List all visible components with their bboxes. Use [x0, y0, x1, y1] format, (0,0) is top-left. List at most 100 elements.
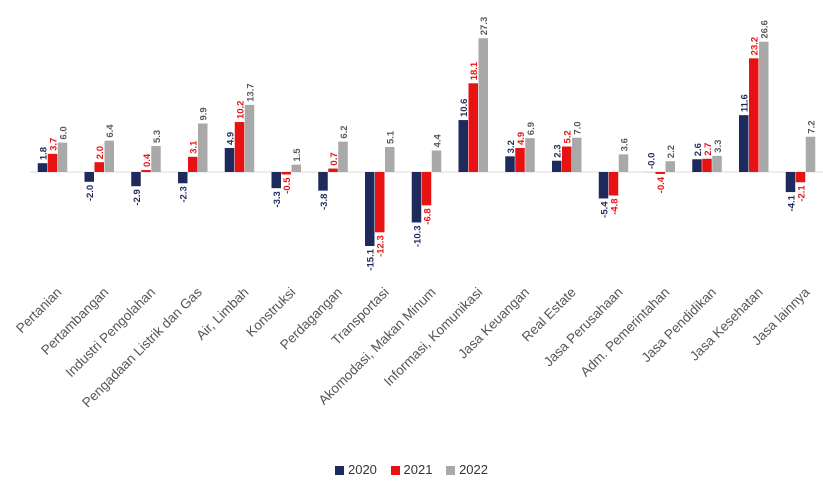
bar-2021-jasa-pendidikan [702, 158, 712, 172]
data-label-2020-adm-pemerintahan: -0.0 [646, 153, 657, 169]
data-label-2022-informasi-komunikasi: 27.3 [479, 17, 490, 36]
bar-2020-transportasi [365, 172, 375, 246]
data-label-2022-jasa-keuangan: 6.9 [526, 122, 537, 135]
category-label-adm-pemerintahan: Adm. Pemerintahan [577, 285, 672, 380]
data-label-2021-jasa-kesehatan: 23.2 [750, 37, 761, 56]
data-label-2020-pengadaan-listrik-dan-gas: -2.3 [179, 186, 190, 202]
data-label-2021-akomodasi-makan-minum: -6.8 [423, 208, 434, 224]
legend-swatch-2021 [390, 466, 400, 475]
bar-2020-pengadaan-listrik-dan-gas [178, 172, 188, 184]
bar-2021-jasa-perusahaan [608, 172, 619, 196]
legend: 2020 2021 2022 [0, 462, 823, 477]
category-label-jasa-perusahaan: Jasa Perusahaan [541, 285, 626, 370]
data-label-2022-jasa-kesehatan: 26.6 [760, 20, 771, 39]
bar-2020-jasa-lainnya [785, 172, 796, 193]
data-label-2022-jasa-perusahaan: 3.6 [620, 138, 631, 151]
bar-2021-pengadaan-listrik-dan-gas [188, 156, 198, 172]
bar-2020-jasa-keuangan [505, 156, 515, 172]
bar-2022-pengadaan-listrik-dan-gas [198, 123, 208, 172]
data-label-2021-pertambangan: 2.0 [95, 146, 106, 159]
data-label-2021-jasa-keuangan: 4.9 [516, 132, 527, 145]
data-label-2020-real-estate: 2.3 [553, 145, 564, 158]
bar-2022-jasa-lainnya [805, 136, 816, 172]
bar-2022-transportasi [385, 147, 395, 172]
bar-2020-konstruksi [271, 172, 281, 189]
legend-label-2020: 2020 [347, 462, 377, 477]
bar-2021-jasa-keuangan [515, 147, 525, 172]
data-label-2022-industri-pengolahan: 5.3 [152, 130, 163, 143]
bar-2020-akomodasi-makan-minum [411, 172, 422, 223]
bar-2021-perdagangan [328, 168, 338, 172]
bar-2022-jasa-kesehatan [759, 41, 769, 172]
bar-2022-jasa-perusahaan [618, 154, 629, 172]
bar-2022-jasa-pendidikan [712, 155, 722, 172]
bar-2022-air-limbah [244, 104, 255, 172]
bar-2022-jasa-keuangan [525, 138, 535, 172]
data-label-2020-industri-pengolahan: -2.9 [132, 189, 143, 205]
data-label-2022-konstruksi: 1.5 [292, 148, 303, 162]
bar-2021-adm-pemerintahan [655, 172, 665, 174]
bar-2021-informasi-komunikasi [468, 83, 478, 172]
legend-swatch-2020 [334, 466, 344, 475]
bar-2020-pertambangan [84, 172, 94, 182]
bar-2021-air-limbah [234, 122, 245, 172]
bar-2020-informasi-komunikasi [458, 120, 468, 172]
bar-2020-air-limbah [224, 147, 235, 172]
data-label-2021-real-estate: 5.2 [563, 130, 574, 143]
data-label-2021-adm-pemerintahan: -0.4 [656, 176, 667, 193]
data-label-2022-pertanian: 6.0 [59, 126, 70, 139]
legend-item-2022: 2022 [446, 462, 488, 477]
data-label-2022-perdagangan: 6.2 [339, 125, 350, 138]
bar-2021-jasa-kesehatan [749, 58, 759, 172]
data-label-2020-transportasi: -15.1 [366, 248, 377, 270]
data-label-2021-industri-pengolahan: 0.4 [142, 153, 153, 167]
data-label-2021-pertanian: 3.7 [49, 138, 60, 151]
legend-label-2021: 2021 [403, 462, 433, 477]
data-label-2020-perdagangan: -3.8 [319, 194, 330, 210]
bar-2021-transportasi [375, 172, 385, 233]
legend-item-2021: 2021 [390, 462, 433, 477]
bar-2022-akomodasi-makan-minum [431, 150, 442, 172]
data-label-2022-transportasi: 5.1 [386, 130, 397, 144]
data-label-2020-informasi-komunikasi: 10.6 [459, 99, 470, 118]
bar-2022-pertanian [57, 142, 68, 172]
data-label-2022-pertambangan: 6.4 [105, 124, 116, 138]
bar-2020-jasa-perusahaan [598, 172, 609, 199]
data-label-2021-transportasi: -12.3 [376, 235, 387, 257]
legend-swatch-2022 [446, 466, 456, 475]
bar-2022-real-estate [572, 137, 582, 172]
bar-2020-jasa-kesehatan [739, 115, 749, 172]
data-label-2022-pengadaan-listrik-dan-gas: 9.9 [199, 107, 210, 120]
data-label-2020-akomodasi-makan-minum: -10.3 [413, 225, 424, 247]
bar-2022-konstruksi [291, 164, 301, 172]
data-label-2020-pertanian: 1.8 [39, 147, 50, 160]
bar-2022-pertambangan [104, 140, 114, 172]
data-label-2020-jasa-kesehatan: 11.6 [740, 94, 751, 112]
bar-2022-adm-pemerintahan [665, 161, 675, 172]
bar-2020-jasa-pendidikan [692, 159, 702, 172]
data-label-2021-pengadaan-listrik-dan-gas: 3.1 [189, 140, 200, 154]
bar-2021-real-estate [562, 146, 572, 172]
category-label-industri-pengolahan: Industri Pengolahan [63, 285, 159, 381]
data-label-2020-jasa-lainnya: -4.1 [787, 194, 798, 211]
bar-2021-jasa-lainnya [795, 172, 806, 183]
data-label-2020-konstruksi: -3.3 [272, 191, 283, 207]
legend-label-2022: 2022 [459, 462, 488, 477]
data-label-2020-jasa-keuangan: 3.2 [506, 140, 517, 153]
data-label-2021-air-limbah: 10.2 [236, 101, 247, 120]
data-label-2021-jasa-pendidikan: 2.7 [703, 143, 714, 156]
data-label-2022-real-estate: 7.0 [573, 121, 584, 134]
data-label-2022-akomodasi-makan-minum: 4.4 [433, 134, 444, 148]
data-label-2020-air-limbah: 4.9 [226, 132, 237, 145]
data-label-2022-jasa-pendidikan: 3.3 [713, 140, 724, 153]
data-label-2021-konstruksi: -0.5 [282, 177, 293, 194]
legend-item-2020: 2020 [334, 462, 377, 477]
bar-2022-informasi-komunikasi [478, 38, 488, 173]
bar-2020-industri-pengolahan [131, 172, 141, 187]
bar-2020-pertanian [37, 163, 48, 172]
data-label-2020-pertambangan: -2.0 [85, 185, 96, 201]
bar-2020-perdagangan [318, 172, 328, 191]
data-label-2022-jasa-lainnya: 7.2 [807, 121, 818, 134]
data-label-2022-air-limbah: 13.7 [246, 83, 257, 102]
